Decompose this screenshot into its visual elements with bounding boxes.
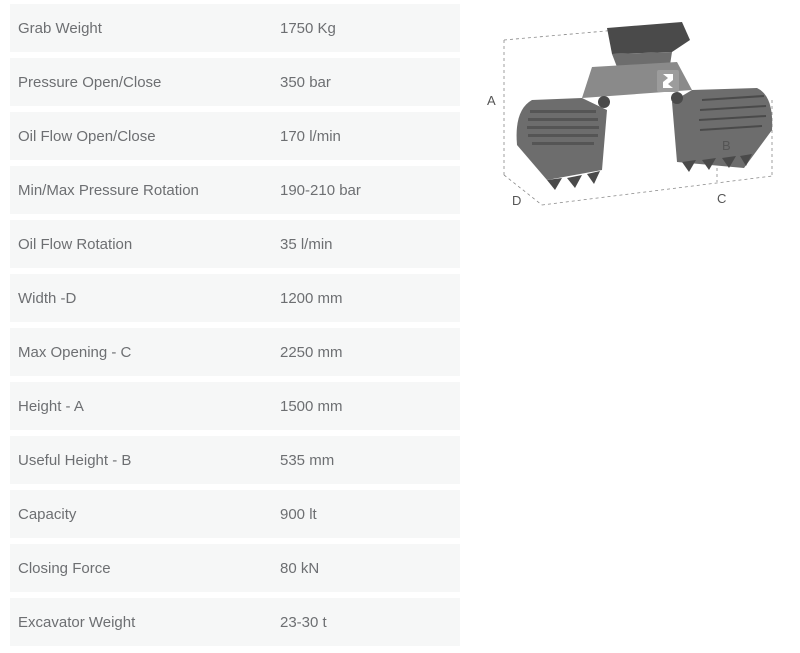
table-row: Pressure Open/Close 350 bar — [10, 58, 460, 106]
guide-line-d — [504, 175, 542, 205]
table-row: Grab Weight 1750 Kg — [10, 4, 460, 52]
spec-value: 535 mm — [280, 452, 460, 469]
spec-label: Closing Force — [10, 560, 280, 577]
spec-label: Width -D — [10, 290, 280, 307]
dim-label-c: C — [717, 191, 726, 206]
spec-value: 1200 mm — [280, 290, 460, 307]
spec-label: Pressure Open/Close — [10, 74, 280, 91]
spec-label: Grab Weight — [10, 20, 280, 37]
table-row: Oil Flow Open/Close 170 l/min — [10, 112, 460, 160]
spec-label: Excavator Weight — [10, 614, 280, 631]
table-row: Height - A 1500 mm — [10, 382, 460, 430]
table-row: Max Opening - C 2250 mm — [10, 328, 460, 376]
spec-value: 2250 mm — [280, 344, 460, 361]
table-row: Oil Flow Rotation 35 l/min — [10, 220, 460, 268]
dim-label-a: A — [487, 93, 496, 108]
dim-label-b: B — [722, 138, 731, 153]
dim-label-d: D — [512, 193, 521, 208]
spec-value: 1750 Kg — [280, 20, 460, 37]
spec-value: 23-30 t — [280, 614, 460, 631]
table-row: Width -D 1200 mm — [10, 274, 460, 322]
grab-diagram-svg: A B C D — [472, 10, 792, 225]
spec-label: Min/Max Pressure Rotation — [10, 182, 280, 199]
guide-line-top — [504, 30, 617, 40]
table-row: Excavator Weight 23-30 t — [10, 598, 460, 646]
spec-label: Oil Flow Rotation — [10, 236, 280, 253]
spec-label: Capacity — [10, 506, 280, 523]
table-row: Min/Max Pressure Rotation 190-210 bar — [10, 166, 460, 214]
spec-label: Oil Flow Open/Close — [10, 128, 280, 145]
spec-label: Height - A — [10, 398, 280, 415]
spec-value: 1500 mm — [280, 398, 460, 415]
spec-value: 35 l/min — [280, 236, 460, 253]
grab-body — [517, 22, 773, 190]
table-row: Closing Force 80 kN — [10, 544, 460, 592]
grab-dimension-diagram: A B C D — [472, 10, 792, 225]
spec-value: 900 lt — [280, 506, 460, 523]
specs-table: Grab Weight 1750 Kg Pressure Open/Close … — [0, 0, 460, 653]
spec-value: 190-210 bar — [280, 182, 460, 199]
spec-label: Useful Height - B — [10, 452, 280, 469]
spec-value: 80 kN — [280, 560, 460, 577]
table-row: Capacity 900 lt — [10, 490, 460, 538]
spec-label: Max Opening - C — [10, 344, 280, 361]
table-row: Useful Height - B 535 mm — [10, 436, 460, 484]
spec-value: 170 l/min — [280, 128, 460, 145]
spec-value: 350 bar — [280, 74, 460, 91]
